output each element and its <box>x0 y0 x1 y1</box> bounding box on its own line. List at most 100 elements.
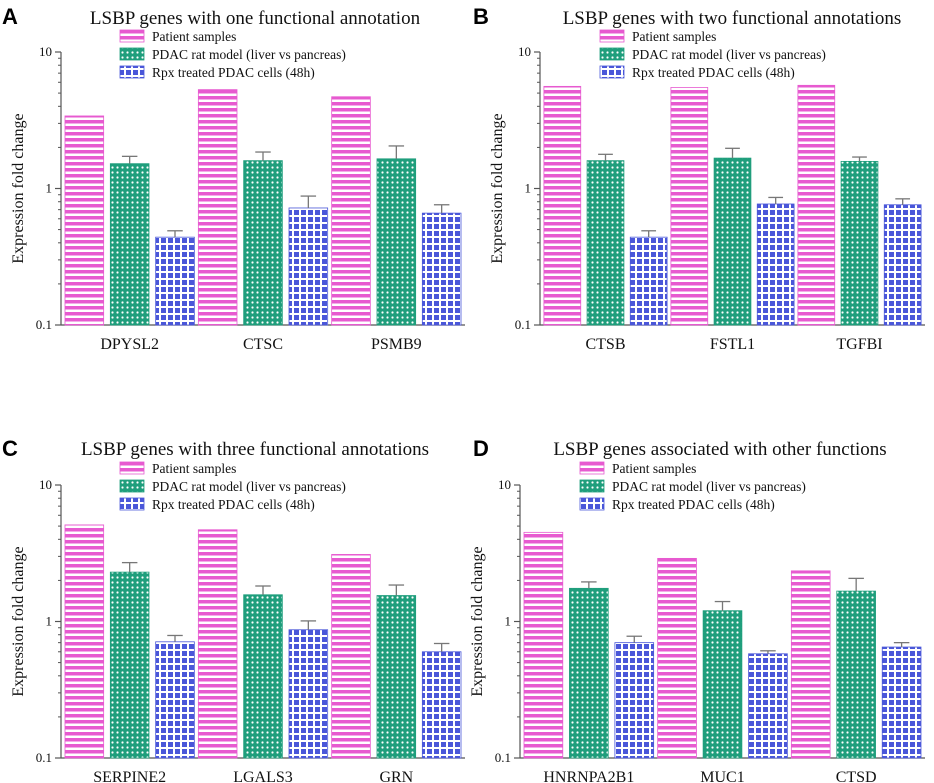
chart-title: LSBP genes with three functional annotat… <box>81 439 429 460</box>
legend-label: Rpx treated PDAC cells (48h) <box>152 65 315 80</box>
y-tick-label: 1 <box>46 614 53 629</box>
x-tick-label: MUC1 <box>700 769 744 783</box>
bar-fstl1-series-2 <box>713 157 752 326</box>
legend-swatch-series-2 <box>599 47 625 61</box>
panel-d: D LSBP genes associated with other functi… <box>469 436 925 783</box>
bar-ctsb-series-1 <box>543 85 582 326</box>
panel-label: A <box>2 4 18 29</box>
x-tick-label: DPYSL2 <box>100 336 159 353</box>
bar-ctsc-series-2 <box>243 160 283 326</box>
x-tick-label: FSTL1 <box>710 336 755 353</box>
legend-swatch-series-2 <box>119 479 145 493</box>
bar-lgals3-series-1 <box>197 529 238 759</box>
x-tick-label: HNRNPA2B1 <box>543 769 634 783</box>
y-tick-label: 10 <box>518 44 531 59</box>
bar-serpine2-series-3 <box>155 641 195 759</box>
x-tick-label: CTSD <box>836 769 877 783</box>
legend-swatch-series-2 <box>119 47 145 61</box>
y-axis-label: Expression fold change <box>10 113 27 263</box>
bar-muc1-series-2 <box>702 610 743 759</box>
legend-label: Patient samples <box>632 29 716 44</box>
x-tick-label: SERPINE2 <box>93 769 166 783</box>
panel-b: B LSBP genes with two functional annotati… <box>473 4 925 353</box>
legend-swatch-series-1 <box>579 461 605 475</box>
y-tick-label: 0.1 <box>36 750 52 765</box>
chart-title: LSBP genes with one functional annotatio… <box>90 8 421 29</box>
bar-serpine2-series-1 <box>64 524 105 759</box>
bar-grn-series-1 <box>331 554 371 759</box>
legend-swatch-series-2 <box>579 479 605 493</box>
y-axis-label: Expression fold change <box>469 546 486 696</box>
bar-fstl1-series-3 <box>756 203 795 326</box>
chart-title: LSBP genes with two functional annotatio… <box>563 8 902 29</box>
y-tick-label: 1 <box>525 181 532 196</box>
legend-swatch-series-1 <box>119 29 145 43</box>
bar-lgals3-series-2 <box>243 594 283 759</box>
bar-muc1-series-1 <box>657 557 697 759</box>
bar-ctsd-series-3 <box>881 646 922 759</box>
y-tick-label: 0.1 <box>495 750 511 765</box>
bar-dpysl2-series-3 <box>155 236 195 326</box>
panel-label: C <box>2 436 18 461</box>
bar-serpine2-series-2 <box>109 571 150 759</box>
bar-tgfbi-series-1 <box>797 84 836 326</box>
x-tick-label: CTSB <box>585 336 625 353</box>
y-axis-label: Expression fold change <box>489 113 506 263</box>
legend-swatch-series-3 <box>119 497 145 511</box>
legend-label: Rpx treated PDAC cells (48h) <box>632 65 795 80</box>
legend-label: Patient samples <box>152 461 236 476</box>
bar-hnrnpa2b1-series-3 <box>614 642 655 759</box>
chart-title: LSBP genes associated with other functio… <box>553 439 886 460</box>
bar-hnrnpa2b1-series-2 <box>569 587 609 759</box>
bar-ctsd-series-2 <box>836 590 876 759</box>
legend-swatch-series-1 <box>599 29 625 43</box>
bar-tgfbi-series-3 <box>883 204 922 326</box>
x-tick-label: GRN <box>379 769 413 783</box>
bar-ctsc-series-1 <box>197 89 238 326</box>
legend-label: Rpx treated PDAC cells (48h) <box>612 497 775 512</box>
legend-label: PDAC rat model (liver vs pancreas) <box>152 47 346 62</box>
bar-dpysl2-series-1 <box>64 115 105 326</box>
x-tick-label: TGFBI <box>836 336 882 353</box>
y-tick-label: 10 <box>39 477 52 492</box>
panel-c: C LSBP genes with three functional annota… <box>2 436 465 783</box>
x-tick-label: CTSC <box>243 336 283 353</box>
legend-swatch-series-3 <box>599 65 625 79</box>
bar-dpysl2-series-2 <box>109 163 150 326</box>
y-tick-label: 0.1 <box>515 317 531 332</box>
bar-ctsb-series-2 <box>586 160 625 326</box>
x-tick-label: LGALS3 <box>233 769 293 783</box>
bar-grn-series-2 <box>376 595 417 759</box>
bar-psmb9-series-3 <box>421 212 462 326</box>
bar-tgfbi-series-2 <box>840 160 879 326</box>
y-axis-label: Expression fold change <box>10 546 27 696</box>
legend-label: PDAC rat model (liver vs pancreas) <box>632 47 826 62</box>
y-tick-label: 10 <box>39 44 52 59</box>
y-tick-label: 10 <box>498 477 511 492</box>
bar-ctsd-series-1 <box>790 570 831 759</box>
y-tick-label: 1 <box>46 181 53 196</box>
legend-swatch-series-3 <box>579 497 605 511</box>
legend-label: PDAC rat model (liver vs pancreas) <box>612 479 806 494</box>
bar-hnrnpa2b1-series-1 <box>523 531 564 759</box>
legend-label: Patient samples <box>612 461 696 476</box>
panel-label: B <box>473 4 489 29</box>
legend-swatch-series-1 <box>119 461 145 475</box>
bar-ctsb-series-3 <box>629 236 668 326</box>
bar-ctsc-series-3 <box>288 207 329 326</box>
bar-muc1-series-3 <box>748 653 788 759</box>
bar-psmb9-series-1 <box>331 96 371 326</box>
panel-label: D <box>473 436 489 461</box>
legend-label: Rpx treated PDAC cells (48h) <box>152 497 315 512</box>
bar-fstl1-series-1 <box>670 87 709 326</box>
legend-label: PDAC rat model (liver vs pancreas) <box>152 479 346 494</box>
panel-a: A LSBP genes with one functional annotati… <box>2 4 465 353</box>
x-tick-label: PSMB9 <box>371 336 422 353</box>
bar-psmb9-series-2 <box>376 158 417 326</box>
bar-lgals3-series-3 <box>288 629 329 759</box>
bar-grn-series-3 <box>421 651 462 759</box>
legend-label: Patient samples <box>152 29 236 44</box>
legend-swatch-series-3 <box>119 65 145 79</box>
y-tick-label: 0.1 <box>36 317 52 332</box>
